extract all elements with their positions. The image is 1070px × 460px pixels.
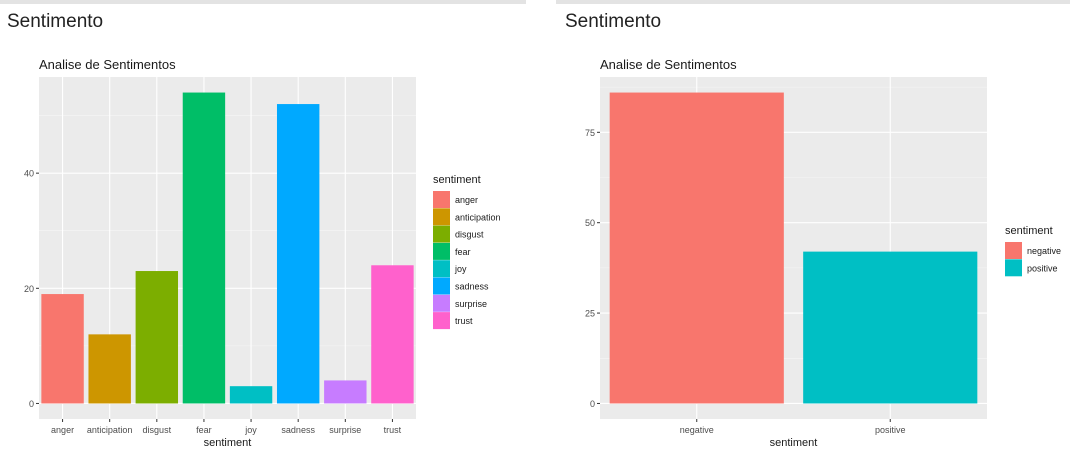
legend-label: trust [455,316,473,326]
y-tick-label: 25 [585,309,595,319]
bar-trust [371,265,414,404]
legend-label: anticipation [455,212,501,222]
legend-label: disgust [455,230,484,240]
legend-label: surprise [455,299,487,309]
bar-disgust [135,271,179,404]
x-axis-title: sentiment [204,437,252,449]
bar-anger [41,294,84,404]
legend-label: fear [455,247,471,257]
bar-surprise [324,380,367,404]
bar-fear [182,92,226,404]
x-tick-label: disgust [143,425,172,435]
legend-label: negative [1027,246,1061,256]
legend-label: sadness [455,282,489,292]
x-tick-label: positive [875,425,906,435]
bar-positive [803,251,978,404]
legend-title: sentiment [433,174,481,186]
y-tick-label: 50 [585,218,595,228]
legend-key-negative [1005,242,1022,259]
bar-anticipation [88,334,131,404]
chart-title: Analise de Sentimentos [600,57,737,72]
panel-top-border [556,0,1070,4]
legend-key-positive [1005,259,1022,277]
legend-key-anticipation [433,208,450,226]
x-tick-label: sadness [281,425,315,435]
y-tick-label: 20 [24,284,34,294]
legend-key-surprise [433,294,450,312]
x-tick-label: anger [51,425,74,435]
legend-key-sadness [433,277,450,295]
legend-key-anger [433,191,450,208]
bar-sadness [276,104,320,404]
y-tick-label: 40 [24,169,34,179]
legend-key-fear [433,242,450,260]
legend-key-trust [433,312,450,330]
x-tick-label: anticipation [87,425,133,435]
x-tick-label: trust [384,425,402,435]
legend-label: joy [454,264,467,274]
y-tick-label: 75 [585,128,595,138]
left-panel: Sentimento Analise de Sentimentos 0 20 40 an… [0,0,526,460]
chart-title: Analise de Sentimentos [39,57,176,72]
section-title: Sentimento [7,11,104,32]
legend-title: sentiment [1005,225,1053,237]
legend-key-disgust [433,225,450,243]
panel-top-border [0,0,526,4]
right-panel: Sentimento Analise de Sentimentos 0 25 50 75… [556,0,1070,460]
y-tick-label: 0 [29,399,34,409]
polarity-bar-chart: Analise de Sentimentos 0 25 50 75 negative pos… [585,57,1061,449]
x-tick-label: surprise [329,425,361,435]
x-axis-title: sentiment [770,437,818,449]
bar-joy [229,386,273,404]
bar-negative [609,92,784,404]
legend-key-joy [433,260,450,278]
section-title: Sentimento [565,11,662,32]
x-tick-label: joy [244,425,257,435]
emotion-bar-chart: Analise de Sentimentos 0 20 40 anger anticipa… [24,57,501,449]
legend-label: anger [455,195,478,205]
x-tick-label: negative [680,425,714,435]
y-tick-label: 0 [590,399,595,409]
x-tick-label: fear [196,425,212,435]
legend-label: positive [1027,263,1058,273]
